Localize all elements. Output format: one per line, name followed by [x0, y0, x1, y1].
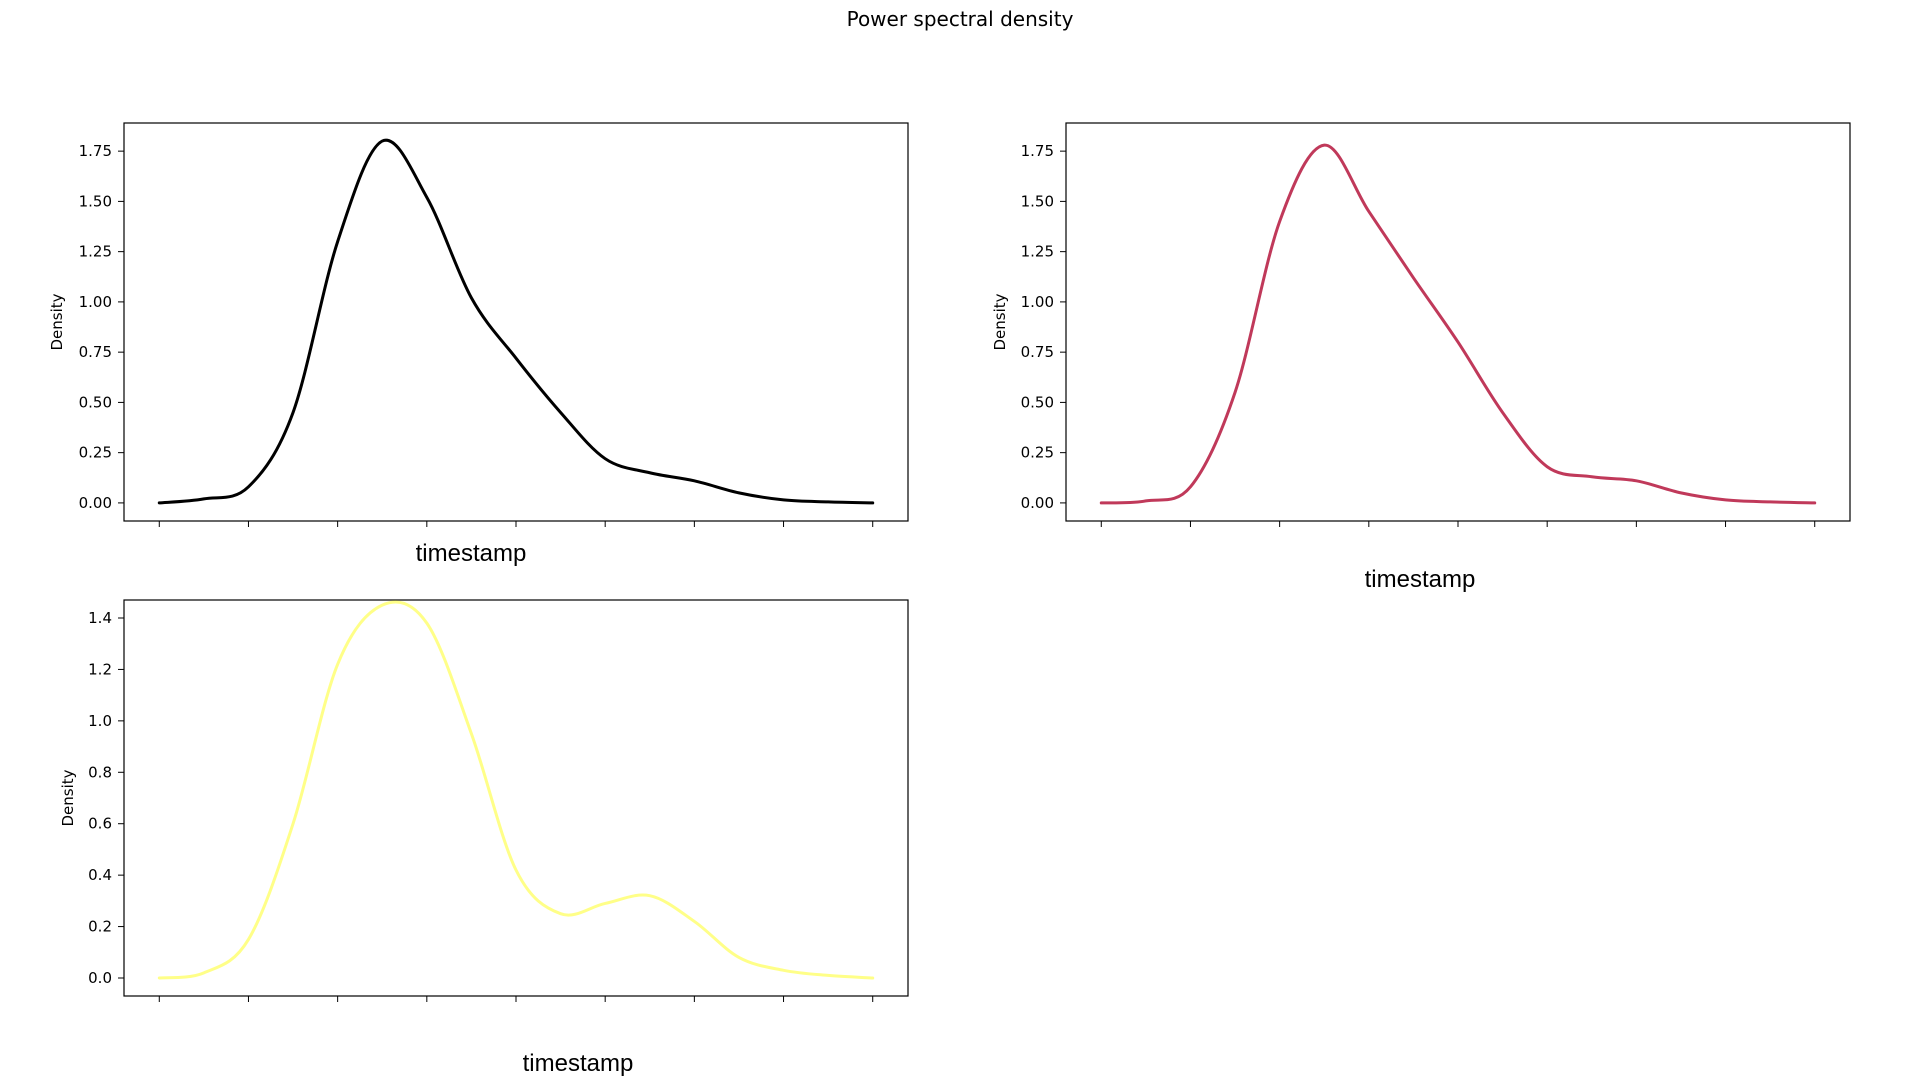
y-tick-label: 0.6	[88, 815, 112, 833]
y-tick-label: 0.8	[88, 763, 112, 781]
y-tick-label: 1.0	[88, 712, 112, 730]
density-line	[157, 138, 875, 505]
axes-frame	[123, 122, 909, 522]
y-tick-label: 1.00	[79, 293, 112, 311]
y-axis-label: Density	[991, 293, 1009, 350]
y-tick-label: 0.50	[1021, 393, 1054, 411]
y-tick-label: 1.25	[1021, 243, 1054, 261]
figure-title: Power spectral density	[846, 7, 1074, 31]
y-tick-label: 1.2	[88, 660, 112, 678]
y-tick-label: 1.50	[1021, 192, 1054, 210]
y-tick-label: 1.75	[79, 142, 112, 160]
y-tick-label: 0.4	[88, 866, 112, 884]
y-tick-label: 1.50	[79, 192, 112, 210]
y-tick-label: 0.75	[1021, 343, 1054, 361]
subplot-3: 0.0 0.2 0.4 0.6 0.8 1.0 1.2 1.4 timestamp Density	[59, 599, 909, 1077]
y-tick-label: 0.25	[1021, 444, 1054, 462]
x-axis-label: timestamp	[416, 540, 527, 567]
y-tick-label: 1.00	[1021, 293, 1054, 311]
density-line	[157, 600, 875, 980]
y-tick-label: 0.0	[88, 969, 112, 987]
density-line	[1099, 143, 1817, 505]
subplot-1: 0.00 0.25 0.50 0.75 1.00 1.25 1.50 1.75 timestam…	[48, 122, 909, 567]
y-tick-label: 0.50	[79, 393, 112, 411]
axes-frame	[1065, 122, 1851, 522]
y-tick-label: 0.25	[79, 444, 112, 462]
y-tick-label: 0.00	[79, 494, 112, 512]
y-tick-label: 0.2	[88, 918, 112, 936]
y-axis-label: Density	[48, 293, 66, 350]
x-axis-label: timestamp	[1365, 566, 1476, 593]
subplot-2: 0.00 0.25 0.50 0.75 1.00 1.25 1.50 1.75 timestam…	[991, 122, 1851, 593]
y-tick-label: 1.25	[79, 243, 112, 261]
x-axis-label: timestamp	[523, 1050, 634, 1077]
y-tick-label: 1.4	[88, 609, 112, 627]
y-axis-label: Density	[59, 769, 77, 826]
y-tick-label: 0.75	[79, 343, 112, 361]
y-tick-label: 0.00	[1021, 494, 1054, 512]
axes-frame	[123, 599, 909, 997]
y-tick-label: 1.75	[1021, 142, 1054, 160]
